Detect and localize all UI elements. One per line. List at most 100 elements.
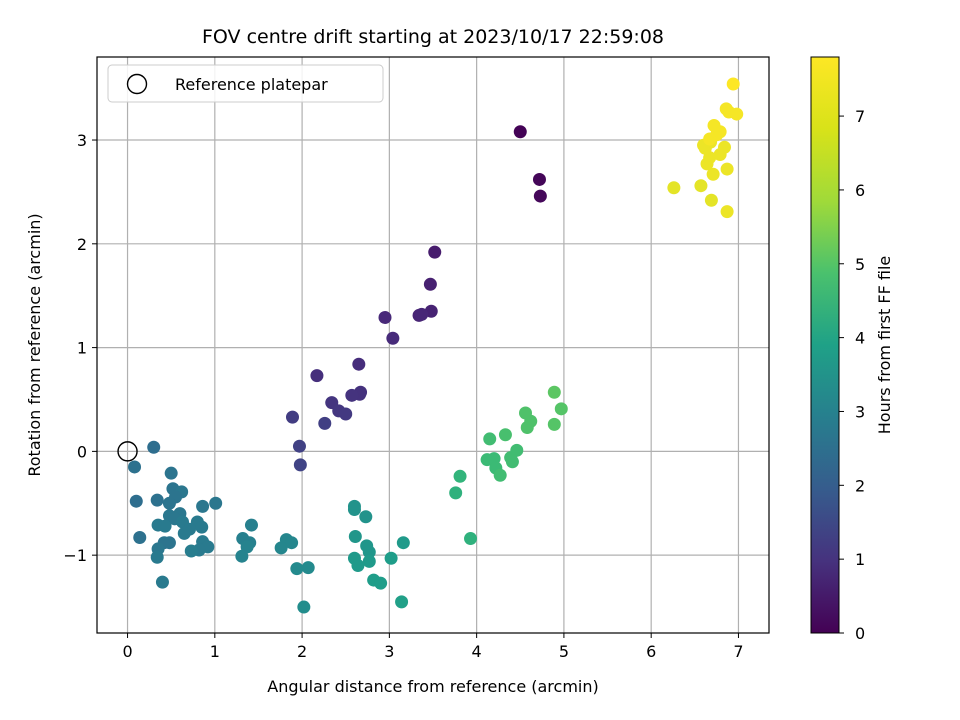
x-tick-label: 0 bbox=[122, 642, 132, 661]
data-point bbox=[162, 536, 176, 550]
colorbar-tick-label: 0 bbox=[855, 624, 865, 643]
data-point bbox=[345, 388, 359, 402]
data-point bbox=[155, 575, 169, 589]
data-point bbox=[128, 460, 142, 474]
data-point bbox=[274, 541, 288, 555]
legend-marker-open-circle bbox=[126, 73, 148, 95]
data-point bbox=[133, 531, 147, 545]
data-point bbox=[310, 369, 324, 383]
y-tick-label: 1 bbox=[77, 339, 87, 358]
data-point bbox=[285, 536, 299, 550]
x-axis-label: Angular distance from reference (arcmin) bbox=[267, 677, 598, 696]
data-point bbox=[150, 550, 164, 564]
data-point bbox=[396, 536, 410, 550]
data-point bbox=[707, 118, 721, 132]
data-point bbox=[348, 529, 362, 543]
data-point bbox=[453, 469, 467, 483]
data-point bbox=[374, 576, 388, 590]
colorbar-gradient bbox=[810, 56, 840, 634]
data-point bbox=[415, 307, 429, 321]
x-tick-label: 1 bbox=[210, 642, 220, 661]
data-point bbox=[290, 562, 304, 576]
data-point bbox=[428, 245, 442, 259]
data-point bbox=[359, 510, 373, 524]
data-point bbox=[554, 402, 568, 416]
data-point bbox=[352, 357, 366, 371]
data-point bbox=[519, 406, 533, 420]
colorbar-tick-label: 6 bbox=[855, 181, 865, 200]
chart-title: FOV centre drift starting at 2023/10/17 … bbox=[202, 26, 664, 48]
colorbar-tick-label: 5 bbox=[855, 255, 865, 274]
data-point bbox=[150, 493, 164, 507]
colorbar: 0 1 2 3 4 5 6 7 Hours from first FF file bbox=[810, 56, 894, 643]
x-tick-label: 6 bbox=[646, 642, 656, 661]
plot-frame bbox=[96, 56, 770, 634]
data-point bbox=[547, 385, 561, 399]
x-tick-label: 3 bbox=[384, 642, 394, 661]
data-point bbox=[505, 455, 519, 469]
legend-label: Reference platepar bbox=[175, 75, 328, 94]
data-point bbox=[730, 107, 744, 121]
data-point bbox=[297, 600, 311, 614]
data-point bbox=[301, 561, 315, 575]
data-point bbox=[162, 496, 176, 510]
data-point bbox=[498, 428, 512, 442]
data-point bbox=[164, 466, 178, 480]
data-point bbox=[362, 554, 376, 568]
data-point bbox=[347, 502, 361, 516]
data-point bbox=[547, 417, 561, 431]
data-point bbox=[244, 518, 258, 532]
y-tick-label: 3 bbox=[77, 131, 87, 150]
data-point bbox=[667, 181, 681, 195]
data-point bbox=[195, 520, 209, 534]
colorbar-tick-label: 3 bbox=[855, 402, 865, 421]
data-point bbox=[423, 277, 437, 291]
colorbar-tick-label: 7 bbox=[855, 107, 865, 126]
data-point bbox=[129, 494, 143, 508]
data-point bbox=[706, 167, 720, 181]
data-point bbox=[720, 162, 734, 176]
colorbar-label: Hours from first FF file bbox=[875, 256, 894, 435]
data-point bbox=[704, 193, 718, 207]
y-tick-label: 2 bbox=[77, 235, 87, 254]
legend-box bbox=[107, 64, 384, 103]
x-tick-label: 5 bbox=[559, 642, 569, 661]
y-tick-label: −1 bbox=[63, 546, 87, 565]
data-point bbox=[703, 132, 717, 146]
data-point bbox=[158, 519, 172, 533]
data-point bbox=[726, 77, 740, 91]
data-point bbox=[513, 125, 527, 139]
data-point bbox=[510, 443, 524, 457]
x-tick-label: 7 bbox=[733, 642, 743, 661]
data-point bbox=[493, 468, 507, 482]
data-point bbox=[292, 439, 306, 453]
data-point bbox=[384, 551, 398, 565]
data-point bbox=[235, 549, 249, 563]
data-point bbox=[720, 205, 734, 219]
data-point bbox=[318, 416, 332, 430]
data-point bbox=[533, 189, 547, 203]
x-tick-label: 2 bbox=[297, 642, 307, 661]
reference-platepar-marker bbox=[117, 441, 138, 462]
data-point bbox=[532, 172, 546, 186]
colorbar-ticks: 0 1 2 3 4 5 6 7 bbox=[839, 107, 865, 643]
x-tick-label: 4 bbox=[472, 642, 482, 661]
data-point bbox=[351, 559, 365, 573]
data-point bbox=[196, 499, 210, 513]
axis-ticks: 0 1 2 3 4 5 6 7 −1 0 1 2 3 bbox=[63, 131, 743, 661]
data-point bbox=[147, 440, 161, 454]
data-point bbox=[395, 595, 409, 609]
legend: Reference platepar bbox=[107, 64, 384, 103]
colorbar-tick-label: 1 bbox=[855, 550, 865, 569]
data-point bbox=[694, 179, 708, 193]
data-point bbox=[717, 140, 731, 154]
colorbar-tick-label: 4 bbox=[855, 329, 865, 348]
data-points bbox=[117, 77, 744, 614]
data-point bbox=[184, 544, 198, 558]
data-point bbox=[285, 410, 299, 424]
data-point bbox=[449, 486, 463, 500]
y-axis-label: Rotation from reference (arcmin) bbox=[25, 213, 44, 476]
data-point bbox=[209, 496, 223, 510]
